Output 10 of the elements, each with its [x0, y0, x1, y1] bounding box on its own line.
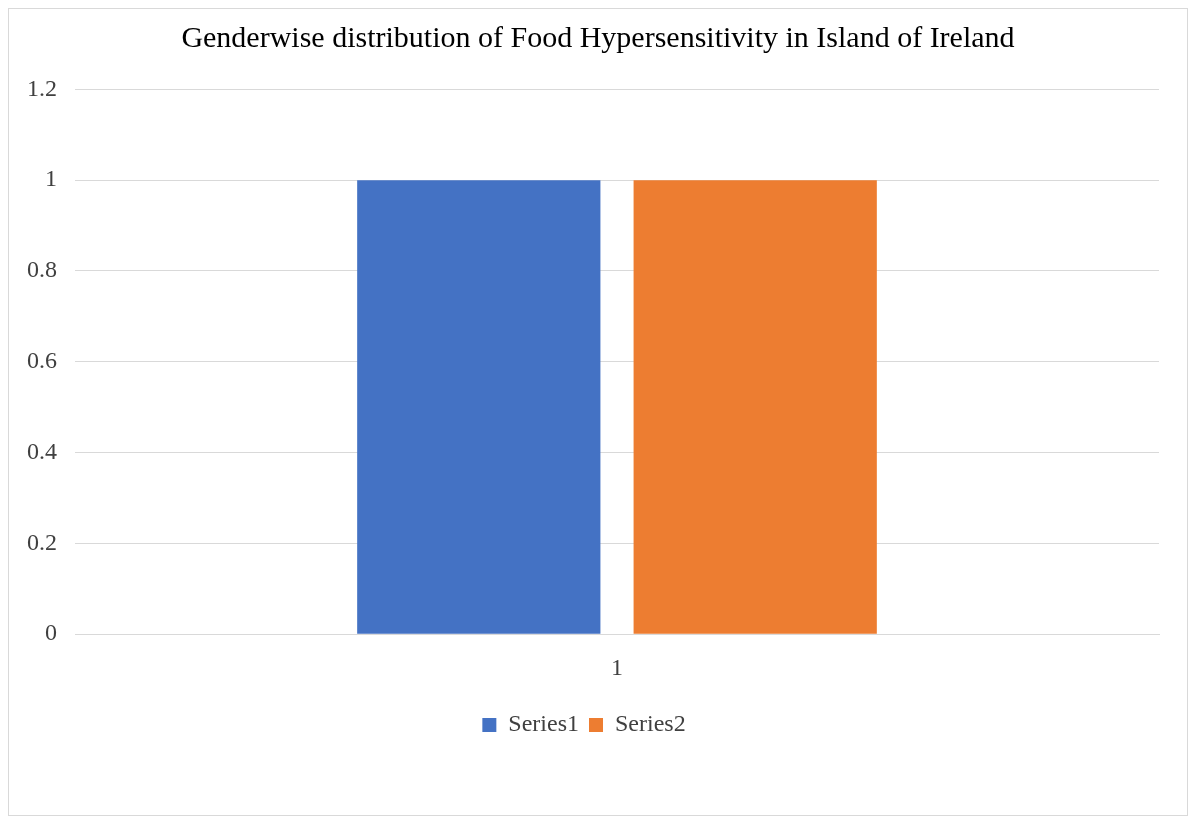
legend-label: Series1: [508, 710, 579, 737]
y-tick-label: 1: [45, 165, 57, 192]
legend-label: Series2: [615, 710, 686, 737]
y-tick-label: 0.8: [27, 256, 57, 283]
y-tick-label: 0.4: [27, 437, 57, 464]
chart-title: Genderwise distribution of Food Hypersensitivity in Island of Ireland: [180, 19, 1016, 55]
y-tick-label: 0.6: [27, 347, 57, 374]
y-tick-label: 0: [45, 619, 57, 646]
y-tick-label: 1.2: [27, 74, 57, 101]
y-tick-label: 0.2: [27, 528, 57, 555]
